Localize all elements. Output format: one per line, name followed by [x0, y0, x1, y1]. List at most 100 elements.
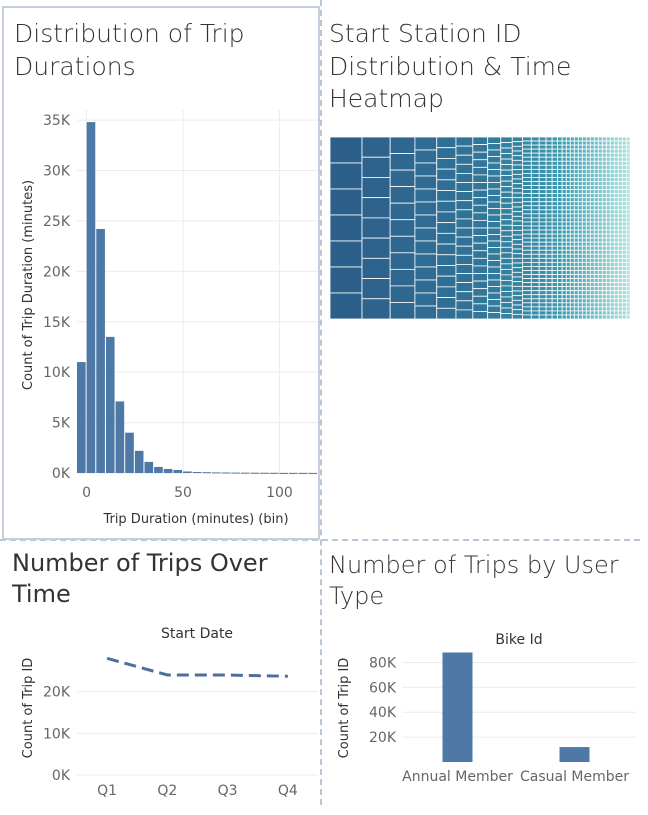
heatmap-cell [538, 156, 547, 162]
heatmap-chart[interactable] [330, 137, 630, 319]
heatmap-cell [487, 149, 502, 157]
heatmap-cell [545, 282, 553, 288]
heatmap-cell [601, 193, 607, 199]
heatmap-cell [625, 274, 630, 279]
heatmap-cell [500, 153, 513, 160]
heatmap-cell [613, 294, 619, 300]
heatmap-cell [581, 156, 587, 162]
heatmap-cell [569, 209, 575, 215]
heatmap-cell [557, 137, 563, 142]
heatmap-cell [545, 193, 553, 199]
heatmap-cell [521, 257, 532, 263]
heatmap-cell [545, 201, 553, 207]
heatmap-cell [565, 205, 571, 211]
heatmap-cell [625, 156, 630, 162]
heatmap-cell [609, 160, 615, 166]
heatmap-cell [511, 137, 523, 143]
heatmap-cell [521, 278, 532, 284]
heatmap-cell [585, 197, 591, 203]
heatmap-cell [561, 286, 567, 292]
heatmap-cell [609, 257, 615, 263]
heatmap-cell [601, 177, 607, 182]
heatmap-cell [605, 261, 611, 267]
heatmap-cell [545, 270, 553, 275]
heatmap-cell [455, 309, 474, 319]
heatmap-cell [530, 290, 540, 296]
heatmap-cell [581, 189, 587, 195]
heatmap-cell [551, 197, 558, 203]
heatmap-cell [585, 282, 591, 288]
heatmap-cell [361, 217, 391, 239]
heatmap-cell [593, 225, 599, 231]
heatmap-cell [551, 237, 558, 243]
heatmap-cell [569, 266, 575, 271]
histogram-bar [105, 336, 115, 473]
line-x-tick-label: Q4 [278, 783, 298, 799]
heatmap-cell [521, 290, 532, 296]
heatmap-cell [605, 144, 611, 150]
heatmap-cell [601, 294, 607, 300]
histogram-panel[interactable]: Distribution of Trip Durations [2, 6, 320, 540]
heatmap-cell [538, 306, 547, 312]
heatmap-cell [557, 249, 563, 255]
heatmap-cell [597, 221, 603, 227]
heatmap-cell [613, 225, 619, 231]
heatmap-cell [589, 310, 595, 316]
heatmap-cell [530, 148, 540, 154]
heatmap-cell [561, 156, 567, 162]
heatmap-cell [500, 158, 513, 165]
heatmap-cell [605, 229, 611, 235]
heatmap-cell [609, 290, 615, 296]
heatmap-cell [436, 232, 457, 245]
heatmap-cell [573, 294, 579, 300]
heatmap-cell [545, 245, 553, 251]
heatmap-cell [613, 233, 619, 239]
heatmap-cell [557, 253, 563, 259]
heatmap-cell [617, 193, 623, 199]
heatmap-cell [557, 148, 563, 154]
heatmap-cell [601, 168, 607, 174]
heatmap-cell [597, 173, 603, 178]
heatmap-cell [625, 310, 630, 316]
heatmap-cell [330, 266, 363, 294]
heatmap-cell [577, 137, 583, 142]
heatmap-cell [511, 248, 523, 255]
heatmap-title-line1: Start Station ID [329, 19, 522, 48]
heatmap-cell [561, 249, 567, 255]
heatmap-cell [621, 229, 627, 235]
heatmap-cell [511, 169, 523, 175]
heatmap-cell [621, 278, 627, 284]
heatmap-cell [605, 270, 611, 275]
heatmap-cell [472, 257, 489, 267]
heatmap-cell [538, 152, 547, 158]
histogram-bar [163, 468, 173, 473]
heatmap-cell [597, 278, 603, 284]
heatmap-cell [569, 181, 575, 186]
heatmap-cell [545, 253, 553, 259]
heatmap-cell [472, 197, 489, 206]
heatmap-cell [593, 152, 599, 158]
heatmap-cell [472, 174, 489, 183]
heatmap-cell [589, 137, 595, 142]
heatmap-cell [545, 173, 553, 178]
heatmap-cell [585, 237, 591, 243]
heatmap-cell [593, 245, 599, 251]
heatmap-cell [581, 144, 587, 150]
heatmap-cell [589, 302, 595, 308]
heatmap-cell [530, 233, 540, 239]
heatmap-cell [551, 217, 558, 223]
heatmap-cell [573, 274, 579, 279]
heatmap-cell [545, 160, 553, 166]
divider-vertical [320, 0, 322, 805]
line-title-line2: Time [12, 580, 71, 609]
heatmap-cell [521, 225, 532, 231]
heatmap-cell [500, 302, 513, 309]
heatmap-cell [521, 140, 532, 146]
heatmap-cell [361, 237, 391, 259]
heatmap-cell [565, 241, 571, 247]
heatmap-cell [569, 221, 575, 227]
heatmap-cell [585, 160, 591, 166]
heatmap-cell [569, 270, 575, 275]
heatmap-cell [605, 310, 611, 316]
heatmap-cell [625, 302, 630, 308]
